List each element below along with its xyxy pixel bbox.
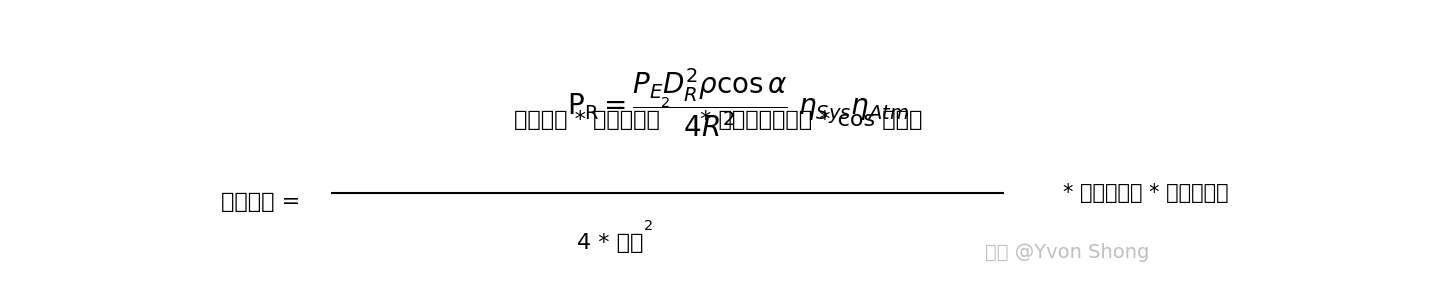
Text: 回波功率 =: 回波功率 = xyxy=(220,192,300,212)
Text: 2: 2 xyxy=(644,219,654,233)
Text: $\mathrm{P_R} = \dfrac{P_E D_R^2 \rho \cos\alpha}{4R^2} \ \eta_{Sys}\eta_{Atm}$: $\mathrm{P_R} = \dfrac{P_E D_R^2 \rho \c… xyxy=(567,66,909,139)
Text: 2: 2 xyxy=(661,96,670,110)
Text: * 系统传输率 * 大气传输率: * 系统传输率 * 大气传输率 xyxy=(1063,183,1228,203)
Text: 知乎 @Yvon Shong: 知乎 @Yvon Shong xyxy=(985,243,1149,262)
Text: * 物体表面反射率 * cos 入射角: * 物体表面反射率 * cos 入射角 xyxy=(694,110,923,130)
Text: 发射功率 * 接收机孔径: 发射功率 * 接收机孔径 xyxy=(514,110,660,130)
Text: 4 * 距离: 4 * 距离 xyxy=(577,233,644,253)
